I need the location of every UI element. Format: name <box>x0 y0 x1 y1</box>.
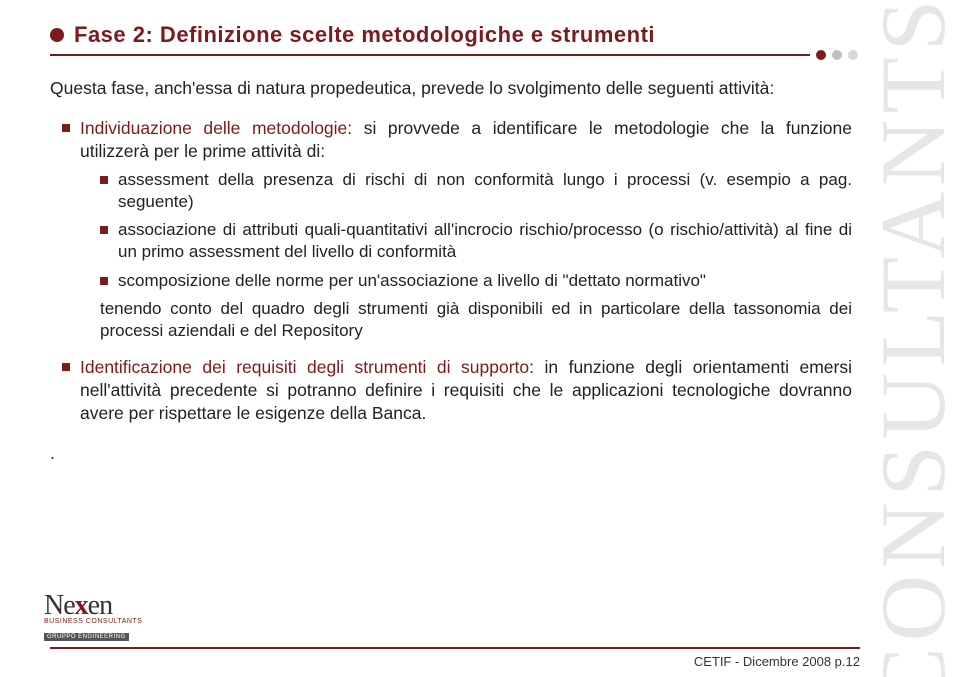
title-row: Fase 2: Definizione scelte metodologiche… <box>50 22 900 48</box>
sub-list-item: associazione di attributi quali-quantita… <box>100 219 852 263</box>
item-trail: tenendo conto del quadro degli strumenti… <box>100 298 852 342</box>
bullet-list: Individuazione delle metodologie: si pro… <box>62 117 852 425</box>
slide-page: BUSINESS CONSULTANTS Fase 2: Definizione… <box>0 0 960 677</box>
logo-part: en <box>88 590 112 621</box>
title-underline <box>50 54 810 56</box>
footer-text: CETIF - Dicembre 2008 p.12 <box>694 654 860 669</box>
logo-part: Ne <box>44 590 75 621</box>
logo-subtitle: BUSINESS CONSULTANTS <box>44 618 142 625</box>
dot-icon <box>848 50 858 60</box>
sub-list-item: assessment della presenza di rischi di n… <box>100 169 852 213</box>
bullet-icon <box>50 28 64 42</box>
list-item: Identificazione dei requisiti degli stru… <box>62 356 852 425</box>
logo: Nexen BUSINESS CONSULTANTS GRUPPO ENGINE… <box>44 590 142 643</box>
intro-text: Questa fase, anch'essa di natura propede… <box>50 78 840 99</box>
decorative-dots <box>816 50 858 60</box>
dot-icon <box>832 50 842 60</box>
sub-list: assessment della presenza di rischi di n… <box>100 169 852 291</box>
page-title: Fase 2: Definizione scelte metodologiche… <box>74 22 655 48</box>
sub-list-item: scomposizione delle norme per un'associa… <box>100 270 852 292</box>
dot-icon <box>816 50 826 60</box>
footer-divider <box>50 647 860 649</box>
item-lead: Individuazione delle metodologie <box>80 118 347 138</box>
period-mark: . <box>50 443 900 464</box>
watermark-text: BUSINESS CONSULTANTS <box>860 0 960 677</box>
list-item: Individuazione delle metodologie: si pro… <box>62 117 852 342</box>
item-lead: Identificazione dei requisiti degli stru… <box>80 357 529 377</box>
logo-group: GRUPPO ENGINEERING <box>44 633 129 641</box>
logo-part: x <box>75 590 88 621</box>
